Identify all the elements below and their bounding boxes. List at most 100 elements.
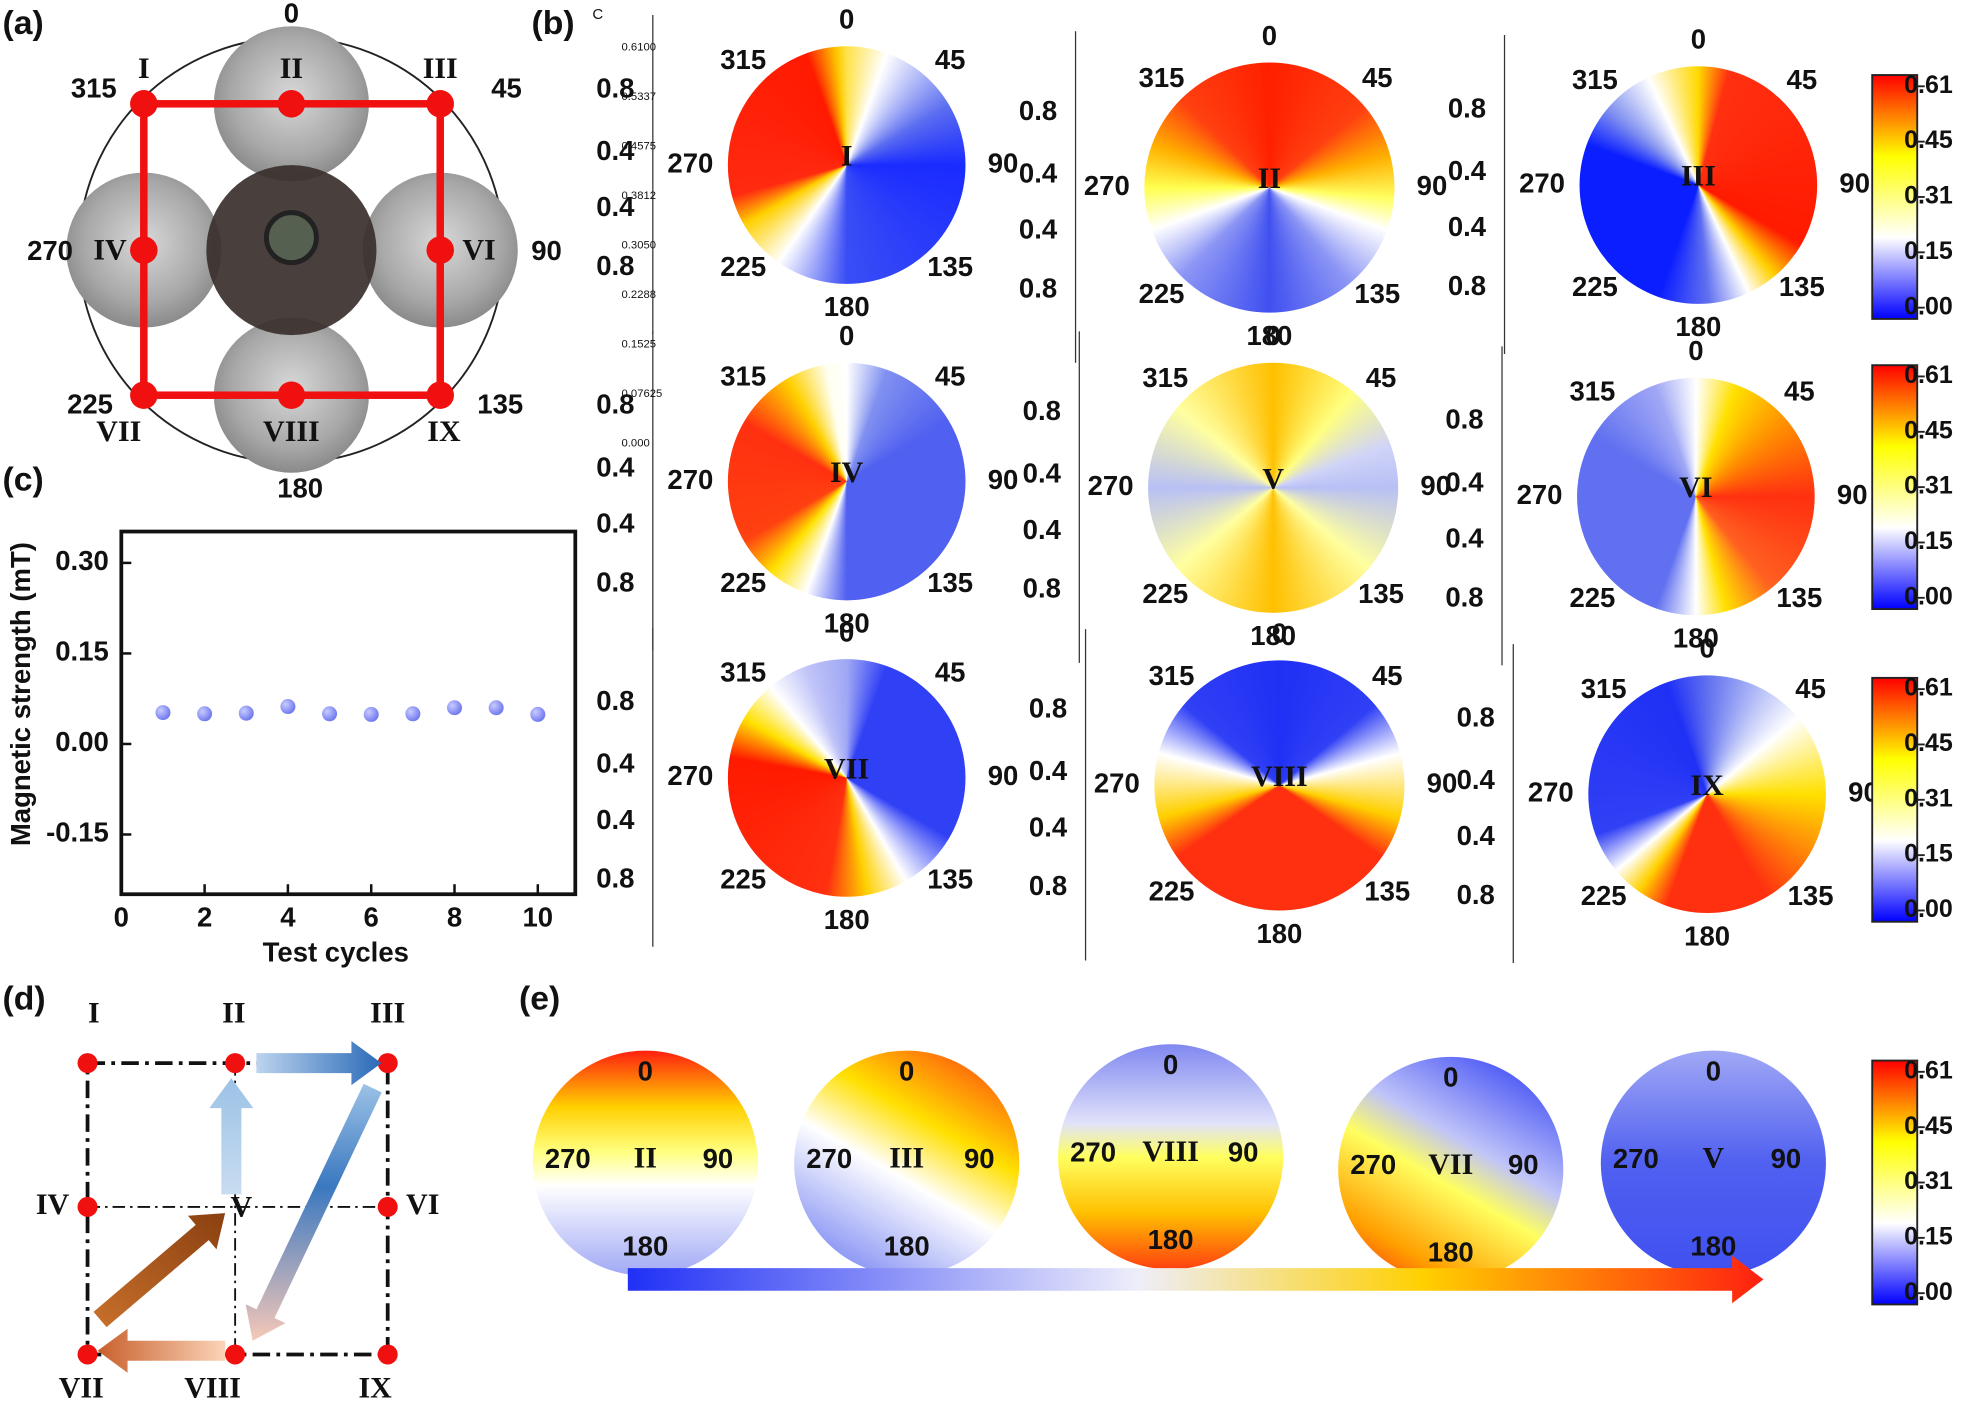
polar-map — [727, 46, 966, 284]
node-label: III — [370, 996, 405, 1029]
angle-label: 315 — [1149, 660, 1195, 691]
side-axis-label: 0.8 — [596, 389, 634, 420]
angle-label: 45 — [1362, 62, 1393, 93]
colorbar-label: 0.15 — [1904, 527, 1953, 555]
panel-sup: C — [592, 6, 603, 23]
angle-label: 180 — [277, 473, 323, 504]
flow-arrow — [209, 1078, 254, 1195]
map-label: IV — [830, 456, 864, 489]
colorbar — [1871, 1059, 1919, 1306]
angle-label: 135 — [1779, 271, 1825, 302]
disk-label: VII — [1428, 1148, 1473, 1181]
angle-label: 0 — [1443, 1062, 1458, 1093]
colorbar-label: 0.45 — [1904, 416, 1953, 444]
angle-label: 0 — [839, 320, 854, 351]
map-label: III — [1681, 160, 1716, 193]
side-axis-label: 0.8 — [1445, 581, 1483, 612]
polar-map — [727, 659, 966, 897]
plot-frame — [119, 529, 578, 897]
node-dot — [225, 1344, 246, 1365]
side-axis-label: 0.4 — [1445, 523, 1484, 554]
colorbar-label: 0.00 — [1904, 1278, 1953, 1306]
map-label: VIII — [1251, 760, 1308, 793]
flow-arrow — [245, 1083, 382, 1341]
x-tick-label: 6 — [364, 902, 379, 933]
angle-label: 225 — [720, 251, 766, 282]
angle-label: 315 — [71, 72, 117, 103]
angle-label: 270 — [667, 464, 713, 495]
angle-label: 180 — [1148, 1224, 1194, 1255]
side-axis-label: 0.8 — [1029, 870, 1067, 901]
side-axis-label: 0.4 — [596, 804, 635, 835]
x-tick-label: 2 — [197, 902, 212, 933]
angle-label: 90 — [964, 1143, 995, 1174]
colorbar-label: 0.31 — [1904, 1167, 1953, 1195]
colorbar-label: 0.61 — [1904, 361, 1953, 389]
y-tick-label: 0.00 — [55, 726, 109, 757]
angle-label: 315 — [1139, 62, 1185, 93]
side-axis-label: 0.8 — [1029, 693, 1067, 724]
angle-label: 90 — [988, 464, 1019, 495]
side-axis-label: 0.4 — [596, 508, 635, 539]
scale-label: 0.1525 — [622, 339, 656, 351]
polar-map — [1154, 660, 1405, 911]
colorbar-label: 0.45 — [1904, 729, 1953, 757]
node-label: VII — [59, 1372, 104, 1405]
colorbar — [1871, 364, 1919, 611]
y-tick-label: 0.30 — [55, 545, 109, 576]
map-label: V — [1262, 462, 1284, 495]
field-disk — [1058, 1044, 1284, 1270]
node-label: II — [222, 996, 245, 1029]
angle-label: 0 — [899, 1055, 914, 1086]
colorbar-label: 0.61 — [1904, 71, 1953, 99]
side-axis-label: 0.8 — [596, 685, 634, 716]
sensor-dot — [277, 381, 306, 409]
angle-label: 180 — [1690, 1230, 1736, 1261]
angle-label: 270 — [1519, 167, 1565, 198]
y-tick-label: 0.15 — [55, 636, 109, 667]
node-dot — [225, 1053, 246, 1074]
angle-label: 135 — [1354, 278, 1400, 309]
data-point — [197, 706, 213, 722]
point-label: IV — [93, 234, 127, 267]
data-point — [530, 706, 546, 722]
node-dot — [377, 1196, 398, 1217]
angle-label: 0 — [1699, 633, 1714, 664]
angle-label: 180 — [1673, 623, 1719, 654]
point-label: IX — [427, 415, 461, 448]
panel-label: (a) — [3, 4, 44, 42]
angle-label: 180 — [824, 291, 870, 322]
sensor-dot — [130, 236, 158, 264]
point-label: III — [423, 52, 458, 85]
angle-label: 0 — [1688, 335, 1703, 366]
flow-arrow — [93, 1213, 226, 1328]
side-axis-label: 0.4 — [596, 135, 635, 166]
polar-map — [1148, 362, 1399, 613]
node-dot — [77, 1053, 98, 1074]
y-axis-title: Magnetic strength (mT) — [5, 542, 36, 846]
node-label: I — [88, 996, 100, 1029]
flow-arrow — [97, 1328, 226, 1373]
angle-label: 0 — [839, 4, 854, 35]
side-axis-label: 0.4 — [1457, 820, 1496, 851]
panel-label: (e) — [519, 979, 560, 1017]
node-label: IX — [359, 1372, 393, 1405]
side-axis-label: 0.8 — [1019, 272, 1057, 303]
angle-label: 225 — [1569, 582, 1615, 613]
angle-label: 135 — [1788, 880, 1834, 911]
sensor-dot — [426, 90, 454, 118]
panel-label: (b) — [532, 4, 575, 42]
point-label: II — [280, 52, 303, 85]
colorbar-label: 0.61 — [1904, 674, 1953, 702]
side-axis-label: 0.8 — [1448, 270, 1486, 301]
colorbar-label: 0.61 — [1904, 1056, 1953, 1084]
side-axis-label: 0.8 — [1019, 95, 1057, 126]
angle-label: 0 — [1691, 24, 1706, 55]
angle-label: 135 — [1776, 582, 1822, 613]
side-axis-label: 0.4 — [1448, 211, 1487, 242]
angle-label: 45 — [935, 44, 966, 75]
point-label: VII — [96, 415, 141, 448]
side-axis-label: 0.4 — [1029, 811, 1068, 842]
polar-map — [1588, 675, 1826, 913]
side-axis-label: 0.4 — [1445, 466, 1484, 497]
